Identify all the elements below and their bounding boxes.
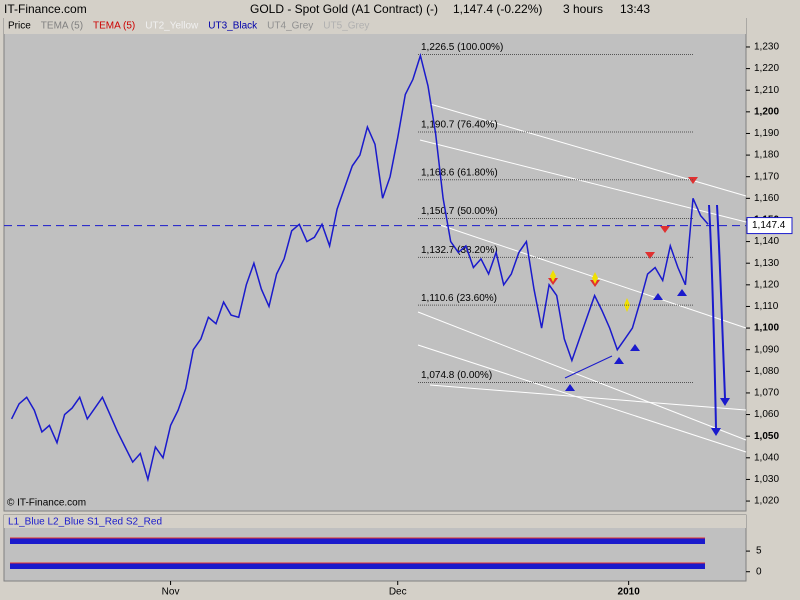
y-tick-label: 1,210 bbox=[754, 85, 779, 96]
y-tick-label: 1,070 bbox=[754, 388, 779, 399]
y-tick-label: 1,220 bbox=[754, 63, 779, 74]
legend-entry: UT2_Yellow bbox=[145, 21, 199, 32]
y-tick-label: 1,200 bbox=[754, 106, 779, 117]
indicator-band bbox=[10, 538, 705, 544]
fib-label: 1,110.6 (23.60%) bbox=[421, 293, 497, 304]
price-line bbox=[10, 52, 709, 483]
arrow-head bbox=[711, 428, 721, 436]
y-tick-label: 1,020 bbox=[754, 496, 779, 507]
y-tick-label: 1,130 bbox=[754, 258, 779, 269]
watermark: © IT-Finance.com bbox=[7, 498, 86, 509]
y-tick-label: 1,080 bbox=[754, 366, 779, 377]
arrow-head bbox=[720, 398, 730, 406]
indicator-band bbox=[10, 563, 705, 569]
fib-label: 1,074.8 (0.00%) bbox=[421, 370, 492, 381]
y-tick-label: 1,090 bbox=[754, 344, 779, 355]
legend-entry: UT4_Grey bbox=[267, 21, 313, 32]
trend-arrow bbox=[564, 355, 613, 379]
y-tick-label: 1,030 bbox=[754, 474, 779, 485]
legend-entry: Price bbox=[8, 21, 31, 32]
x-tick-label: Dec bbox=[389, 587, 407, 598]
channel-line bbox=[417, 311, 747, 441]
plot-area bbox=[3, 18, 747, 512]
legend-entry: UT5_Grey bbox=[323, 21, 369, 32]
chart-title: GOLD - Spot Gold (A1 Contract) (-) bbox=[250, 2, 439, 16]
channel-line bbox=[429, 384, 747, 411]
legend-entry: TEMA (5) bbox=[93, 21, 135, 32]
interval: 3 hours bbox=[563, 2, 604, 16]
x-tick-label: 2010 bbox=[618, 587, 641, 598]
fib-label: 1,150.7 (50.00%) bbox=[421, 206, 498, 217]
indicator-legend: L1_Blue L2_Blue S1_Red S2_Red bbox=[8, 517, 162, 528]
last-price-box bbox=[746, 217, 793, 235]
y-tick-label: 1,100 bbox=[754, 323, 779, 334]
legend-bar bbox=[4, 18, 746, 34]
indicator-tick-label: 0 bbox=[756, 566, 762, 577]
y-tick-label: 1,170 bbox=[754, 171, 779, 182]
y-tick-label: 1,050 bbox=[754, 431, 779, 442]
chart-layer: Price TEMA (5) TEMA (5) UT2_Yellow UT3_Black… bbox=[4, 21, 793, 598]
quote: 1,147.4 (-0.22%) bbox=[453, 2, 543, 16]
y-tick-label: 1,190 bbox=[754, 128, 779, 139]
fib-label: 1,190.7 (76.40%) bbox=[421, 120, 498, 131]
indicator-tick-label: 5 bbox=[756, 546, 762, 557]
indicator-legend-bar bbox=[4, 515, 746, 528]
forecast-arrow bbox=[716, 204, 726, 399]
fib-label: 1,226.5 (100.00%) bbox=[421, 42, 503, 53]
y-tick-label: 1,160 bbox=[754, 193, 779, 204]
fib-label: 1,168.6 (61.80%) bbox=[421, 167, 498, 178]
legend-entry: TEMA (5) bbox=[41, 21, 83, 32]
chart: Price TEMA (5) TEMA (5) UT2_Yellow UT3_Black… bbox=[3, 18, 793, 598]
y-tick-label: 1,040 bbox=[754, 452, 779, 463]
time: 13:43 bbox=[620, 2, 651, 16]
y-tick-label: 1,120 bbox=[754, 279, 779, 290]
y-tick-label: 1,060 bbox=[754, 409, 779, 420]
y-tick-label: 1,140 bbox=[754, 236, 779, 247]
legend-entry: UT3_Black bbox=[208, 21, 258, 32]
y-tick-label: 1,110 bbox=[754, 301, 779, 312]
channel-line bbox=[417, 344, 747, 453]
y-tick-label: 1,180 bbox=[754, 150, 779, 161]
site-name: IT-Finance.com bbox=[4, 2, 87, 16]
y-tick-label: 1,230 bbox=[754, 42, 779, 53]
last-price-label: 1,147.4 bbox=[752, 220, 786, 231]
x-tick-label: Nov bbox=[162, 587, 180, 598]
fib-label: 1,132.7 (38.20%) bbox=[421, 245, 498, 256]
